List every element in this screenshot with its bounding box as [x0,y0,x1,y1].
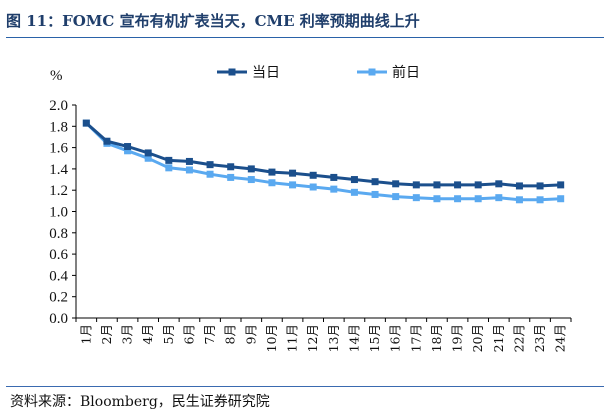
data-point-today [515,182,523,190]
x-tick-label: 11月 [285,324,300,352]
data-point-prev-day [557,195,565,203]
data-point-prev-day [289,181,297,189]
y-tick-label: 1.4 [49,162,68,178]
data-point-prev-day [412,194,420,202]
y-axis-label: % [50,68,63,84]
x-tick-label: 19月 [450,324,465,352]
x-tick-label: 14月 [346,324,361,352]
data-point-today [433,181,441,189]
data-point-today [309,171,317,179]
data-point-today [454,181,462,189]
data-point-today [371,178,379,186]
data-point-prev-day [454,195,462,203]
y-tick-label: 1.0 [49,205,68,221]
y-tick-label: 1.6 [49,141,68,157]
data-point-today [350,176,358,184]
x-tick-label: 2月 [99,324,114,344]
x-tick-label: 16月 [388,324,403,352]
data-point-prev-day [144,154,152,162]
data-point-prev-day [392,193,400,201]
x-tick-label: 3月 [120,324,135,344]
y-tick-label: 0.2 [49,290,68,306]
data-point-today [474,181,482,189]
data-point-today [82,119,90,127]
x-tick-label: 9月 [243,324,258,344]
y-tick-label: 1.2 [49,183,68,199]
data-point-prev-day [185,166,193,174]
data-point-today [206,161,214,169]
data-point-today [392,180,400,188]
data-point-prev-day [350,188,358,196]
data-point-today [412,181,420,189]
chart-axes: 0.0 0.2 0.4 0.6 0.8 1.0 1.2 1.4 1.6 1.8 2.0 1月 2月 3月 4… [49,98,572,352]
data-point-prev-day [247,176,255,184]
data-point-prev-day [495,194,503,202]
x-tick-label: 23月 [532,324,547,352]
data-point-today [289,169,297,177]
x-tick-label: 21月 [491,324,506,352]
data-point-today [185,157,193,165]
data-point-prev-day [206,170,214,178]
data-point-today [495,180,503,188]
data-point-prev-day [474,195,482,203]
x-tick-label: 17月 [408,324,423,352]
data-point-prev-day [309,183,317,191]
x-tick-label: 20月 [470,324,485,352]
data-point-prev-day [371,190,379,198]
legend-label: 前日 [392,64,420,81]
data-point-prev-day [165,164,173,172]
x-tick-label: 12月 [305,324,320,352]
x-tick-label: 24月 [553,324,568,352]
data-point-prev-day [515,196,523,204]
x-tick-label: 1月 [78,324,93,344]
x-tick-label: 10月 [264,324,279,352]
y-tick-label: 0.4 [49,268,68,284]
title-rule [6,37,604,38]
x-tick-label: 15月 [367,324,382,352]
y-tick-label: 0.0 [49,311,68,327]
figure-title: 图 11：FOMC 宣布有机扩表当天，CME 利率预期曲线上升 [6,12,420,30]
data-point-today [557,181,565,189]
data-point-prev-day [268,179,276,187]
data-point-today [144,149,152,157]
data-point-today [536,182,544,190]
y-tick-label: 0.8 [49,226,68,242]
x-tick-label: 18月 [429,324,444,352]
y-tick-label: 1.8 [49,119,68,135]
y-tick-label: 0.6 [49,247,68,263]
legend-marker [368,68,376,76]
source-note: 资料来源：Bloomberg，民生证券研究院 [10,394,270,410]
x-tick-label: 8月 [223,324,238,344]
x-tick-label: 22月 [511,324,526,352]
data-point-today [330,173,338,181]
x-tick-label: 5月 [161,324,176,344]
data-point-today [165,156,173,164]
data-point-today [268,168,276,176]
data-point-prev-day [330,185,338,193]
data-point-today [124,143,132,151]
x-tick-label: 4月 [140,324,155,344]
y-tick-label: 2.0 [49,98,68,114]
data-point-today [103,137,111,145]
source-rule [6,386,604,387]
chart-legend: 当日 前日 [217,64,420,81]
x-tick-label: 6月 [181,324,196,344]
x-tick-label: 7月 [202,324,217,344]
series-line-today [85,121,561,188]
data-point-today [247,165,255,173]
data-point-today [227,163,235,171]
x-tick-label: 13月 [326,324,341,352]
legend-label: 当日 [252,65,280,81]
data-point-prev-day [227,173,235,181]
data-point-prev-day [536,196,544,204]
legend-marker [228,68,236,76]
chart-series [82,119,565,204]
series-line-prev-day [85,122,561,202]
data-point-prev-day [433,195,441,203]
data-point-prev-day [124,147,132,155]
